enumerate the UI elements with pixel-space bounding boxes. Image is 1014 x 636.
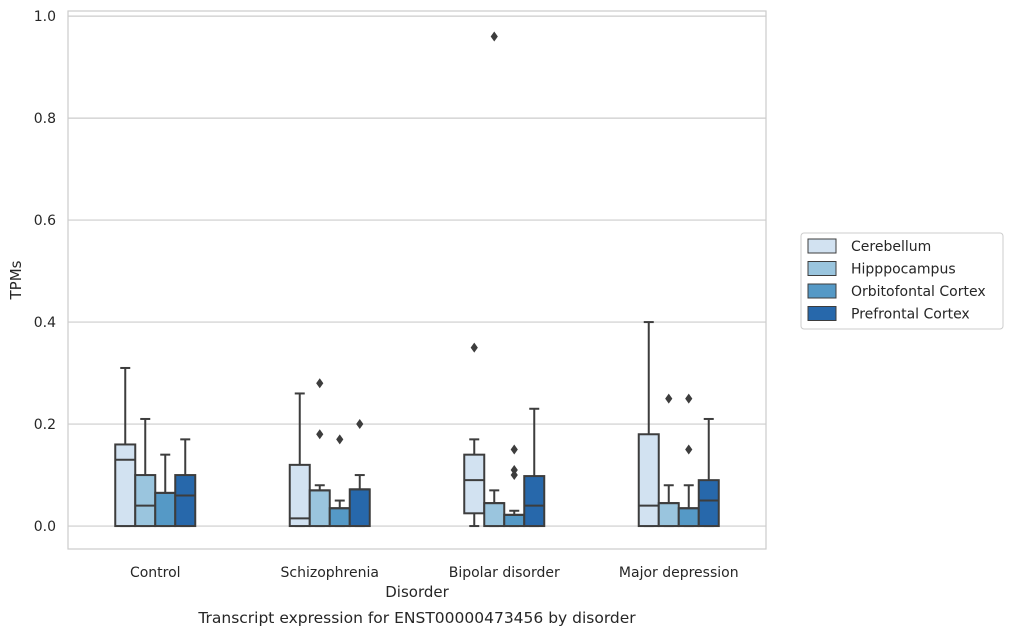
chart-caption: Transcript expression for ENST0000047345… xyxy=(197,609,636,627)
legend-label: Prefrontal Cortex xyxy=(851,307,970,323)
box-group xyxy=(523,407,546,528)
y-tick-label: 0.2 xyxy=(34,417,56,433)
legend-label: Hipppocampus xyxy=(851,262,956,278)
box xyxy=(154,491,177,528)
box xyxy=(463,453,486,515)
x-tick-label: Bipolar disorder xyxy=(449,565,560,581)
outlier-point xyxy=(470,342,478,353)
box xyxy=(134,474,157,528)
outlier-point xyxy=(510,464,518,475)
legend-frame xyxy=(800,232,1004,330)
outlier-point xyxy=(665,393,673,404)
box-group xyxy=(154,453,177,528)
outlier-point xyxy=(490,31,498,42)
x-axis-ticks: Control Schizophrenia Bipolar disorder Majo… xyxy=(130,565,739,581)
box-group xyxy=(637,321,660,528)
plot-area-frame xyxy=(67,10,767,550)
box-group xyxy=(697,417,720,528)
legend-swatch xyxy=(807,261,837,276)
outlier-point xyxy=(316,429,324,440)
y-tick-label: 0.0 xyxy=(34,519,56,535)
box xyxy=(523,475,546,528)
box xyxy=(697,479,720,528)
box xyxy=(308,489,331,528)
y-tick-label: 0.8 xyxy=(34,111,56,127)
outlier-point xyxy=(356,419,364,430)
x-tick-label: Schizophrenia xyxy=(281,565,379,581)
box xyxy=(288,463,311,528)
box-group xyxy=(348,419,371,528)
box-group xyxy=(657,393,680,528)
box-group xyxy=(483,31,506,528)
box-group xyxy=(328,434,351,528)
y-tick-label: 0.6 xyxy=(34,213,56,229)
outlier-point xyxy=(316,378,324,389)
legend-swatch xyxy=(807,306,837,321)
legend: Cerebellum Hipppocampus Orbitofontal Corte… xyxy=(800,232,1004,330)
box-group xyxy=(134,417,157,528)
box-group xyxy=(503,444,526,528)
legend-swatch xyxy=(807,238,837,254)
grid-lines xyxy=(68,15,766,527)
box xyxy=(677,507,700,528)
outlier-point xyxy=(336,434,344,445)
box-group xyxy=(114,366,137,528)
box-series xyxy=(114,31,720,528)
outlier-point xyxy=(685,393,693,404)
y-tick-label: 1.0 xyxy=(34,9,56,25)
outlier-point xyxy=(510,444,518,455)
box xyxy=(328,507,351,528)
box-group xyxy=(463,342,486,528)
box-group xyxy=(288,392,311,528)
legend-swatch xyxy=(807,283,837,299)
y-tick-label: 0.4 xyxy=(34,315,56,331)
legend-label: Orbitofontal Cortex xyxy=(851,284,986,300)
box xyxy=(657,502,680,528)
box-group xyxy=(308,378,331,528)
y-axis-title: TPMs xyxy=(7,260,25,300)
y-axis-ticks: 0.0 0.2 0.4 0.6 0.8 1.0 xyxy=(34,9,56,535)
box xyxy=(483,502,506,528)
outlier-point xyxy=(685,444,693,455)
x-axis-title: Disorder xyxy=(385,583,449,601)
box xyxy=(637,433,660,528)
box xyxy=(348,488,371,528)
outlier-point xyxy=(510,470,518,481)
box-group xyxy=(677,393,700,528)
box xyxy=(503,513,526,528)
box xyxy=(174,474,197,528)
x-tick-label: Major depression xyxy=(619,565,739,581)
x-tick-label: Control xyxy=(130,565,181,581)
legend-label: Cerebellum xyxy=(851,239,931,255)
box xyxy=(114,443,137,528)
box-group xyxy=(174,438,197,528)
